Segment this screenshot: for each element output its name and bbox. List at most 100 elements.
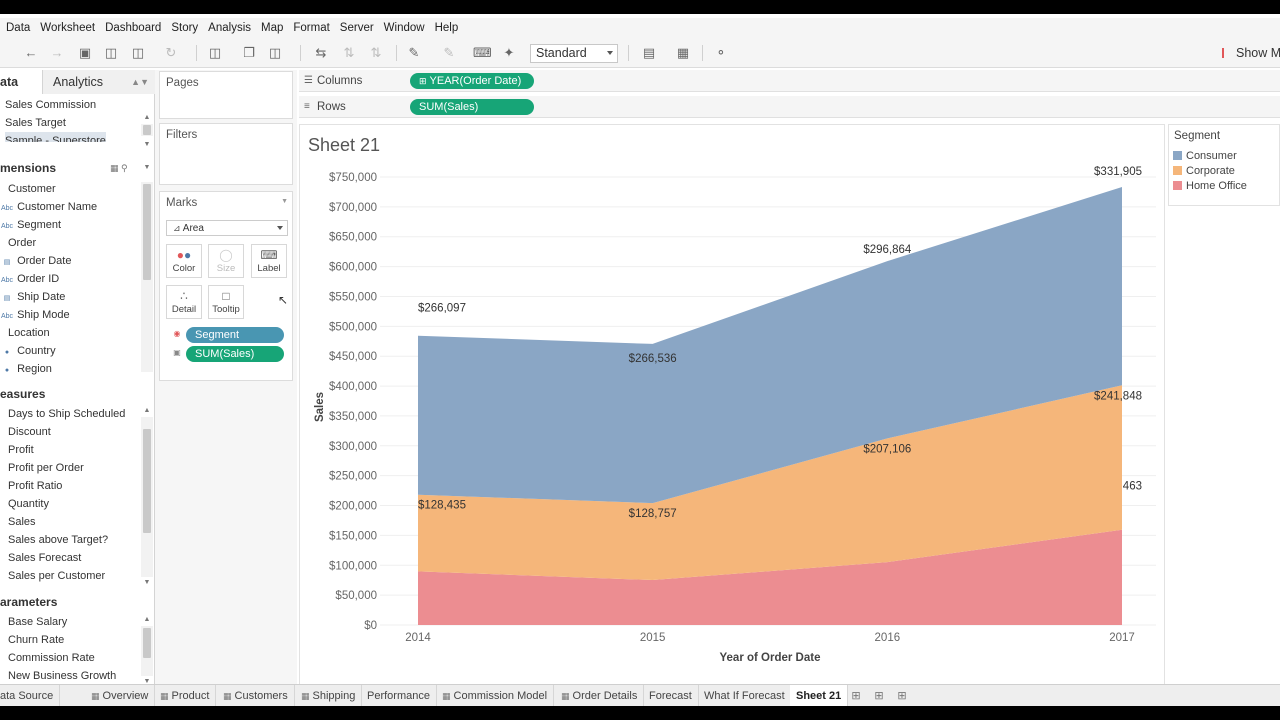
tab-what-if-forecast[interactable]: What If Forecast — [698, 685, 792, 706]
dimension-folder[interactable]: Customer — [8, 183, 56, 195]
legend-item-home-office[interactable]: Home Office — [1173, 179, 1247, 193]
dimension-field[interactable]: ▤ Order Date — [0, 252, 72, 270]
show-cards-icon[interactable]: ▤ — [642, 45, 656, 60]
dimension-field[interactable]: Abc Customer Name — [0, 198, 97, 216]
new-story-tab-icon[interactable]: ⊞ — [897, 690, 907, 702]
pause-updates-icon[interactable]: ◫ — [131, 45, 145, 60]
measures-scrollbar[interactable] — [141, 417, 153, 577]
tab-order-details[interactable]: ▦ Order Details — [555, 685, 645, 706]
measure-field[interactable]: Sales Forecast — [8, 552, 82, 564]
dimension-folder[interactable]: Order — [8, 237, 37, 249]
dimension-field[interactable]: Abc Ship Mode — [0, 306, 70, 324]
filters-card[interactable]: Filters — [159, 123, 293, 185]
dimension-field[interactable]: ● Country — [0, 342, 56, 360]
new-dashboard-tab-icon[interactable]: ⊞ — [874, 690, 884, 702]
color-button[interactable]: ●● Color — [166, 244, 202, 278]
tab-analytics[interactable]: Analytics ▲▼ — [42, 70, 155, 94]
segment-pill[interactable]: Segment — [186, 327, 284, 343]
show-me-button[interactable]: Show M — [1222, 44, 1280, 62]
expand-plus-icon[interactable]: ⊞ — [419, 76, 427, 86]
pages-card[interactable]: Pages — [159, 71, 293, 119]
measure-field[interactable]: Discount — [8, 426, 51, 438]
menu-window[interactable]: Window — [383, 22, 425, 34]
menu-format[interactable]: Format — [293, 22, 330, 34]
menu-help[interactable]: Help — [434, 22, 459, 34]
tab-product[interactable]: ▦ Product — [154, 685, 217, 706]
tab-overview[interactable]: ▦ Overview — [85, 685, 156, 706]
dimension-field[interactable]: Abc Order ID — [0, 270, 59, 288]
size-button[interactable]: ◯ Size — [208, 244, 244, 278]
scrollbar-thumb[interactable] — [143, 628, 151, 658]
tab-forecast[interactable]: Forecast — [643, 685, 699, 706]
legend-item-consumer[interactable]: Consumer — [1173, 149, 1237, 163]
scrollbar-thumb[interactable] — [143, 184, 151, 280]
parameter-field[interactable]: Churn Rate — [8, 634, 65, 646]
menu-worksheet[interactable]: Worksheet — [40, 22, 96, 34]
highlight-icon[interactable]: ✎ — [408, 45, 420, 60]
mark-type-dropdown[interactable]: ⊿ Area — [166, 220, 288, 236]
measure-field[interactable]: Sales — [8, 516, 36, 528]
data-source-item[interactable]: Sales Commission — [5, 99, 97, 111]
sort-descending-icon[interactable]: ⇅ — [370, 45, 382, 60]
show-mark-labels-icon[interactable]: ⌨ — [473, 45, 492, 60]
forward-arrow-icon[interactable]: → — [50, 45, 64, 60]
data-source-item[interactable]: Sales Target — [5, 117, 66, 129]
scroll-up-icon[interactable]: ▲ — [143, 616, 151, 623]
sum-sales-rows-pill[interactable]: SUM(Sales) — [410, 99, 534, 115]
scroll-down-icon[interactable]: ▼ — [143, 579, 151, 586]
sheet-title[interactable]: Sheet 21 — [308, 135, 381, 155]
area-home-office[interactable] — [418, 529, 1122, 625]
tab-data[interactable]: ata — [0, 70, 42, 94]
new-data-source-icon[interactable]: ◫ — [104, 45, 118, 60]
fix-axes-icon[interactable]: ✦ — [503, 45, 515, 60]
refresh-icon[interactable]: ↻ — [165, 45, 177, 60]
scroll-up-icon[interactable]: ▲ — [143, 114, 151, 121]
marks-card-menu-icon[interactable]: ▼ — [281, 198, 288, 205]
label-button[interactable]: ⌨ Label — [251, 244, 287, 278]
menu-analysis[interactable]: Analysis — [208, 22, 251, 34]
dimension-field[interactable]: Abc Segment — [0, 216, 61, 234]
measure-field[interactable]: Profit — [8, 444, 34, 456]
sort-ascending-icon[interactable]: ⇅ — [343, 45, 355, 60]
sum-sales-pill[interactable]: SUM(Sales) — [186, 346, 284, 362]
parameter-field[interactable]: New Business Growth — [8, 670, 117, 682]
tab-shipping[interactable]: ▦ Shipping — [295, 685, 363, 706]
swap-rows-columns-icon[interactable]: ⇆ — [315, 45, 327, 60]
measure-field[interactable]: Profit Ratio — [8, 480, 63, 492]
new-worksheet-icon[interactable]: ◫ — [208, 45, 222, 60]
duplicate-sheet-icon[interactable]: ❐ — [243, 45, 255, 60]
dimension-folder[interactable]: Location — [8, 327, 50, 339]
year-order-date-pill[interactable]: ⊞ YEAR(Order Date) — [410, 73, 534, 89]
fit-dropdown[interactable]: Standard — [530, 44, 618, 63]
parameter-field[interactable]: Commission Rate — [8, 652, 95, 664]
menu-map[interactable]: Map — [261, 22, 284, 34]
tab-data-source[interactable]: ata Source — [0, 685, 61, 706]
dimension-field[interactable]: ▤ Ship Date — [0, 288, 66, 306]
back-arrow-icon[interactable]: ← — [24, 45, 38, 60]
menu-server[interactable]: Server — [339, 22, 374, 34]
area-corporate[interactable] — [418, 385, 1122, 581]
dimension-field[interactable]: ● Region — [0, 360, 52, 378]
tooltip-button[interactable]: □ Tooltip — [208, 285, 244, 319]
share-icon[interactable]: ⚬ — [715, 45, 727, 60]
scroll-down-icon[interactable]: ▼ — [143, 141, 151, 148]
scroll-up-icon[interactable]: ▲ — [143, 407, 151, 414]
tab-customers[interactable]: ▦ Customers — [217, 685, 295, 706]
measure-field[interactable]: Quantity — [8, 498, 49, 510]
dimensions-menu-icon[interactable]: ▼ — [143, 164, 151, 171]
detail-button[interactable]: ∴ Detail — [166, 285, 202, 319]
data-source-item-selected[interactable]: Sample - Superstore — [5, 132, 106, 142]
parameters-scrollbar[interactable] — [141, 626, 153, 676]
measure-field[interactable]: Sales per Customer — [8, 570, 106, 582]
presentation-mode-icon[interactable]: ▦ — [676, 45, 690, 60]
group-members-icon[interactable]: ✎ — [443, 45, 455, 60]
scrollbar-thumb[interactable] — [143, 429, 151, 533]
color-legend[interactable]: Segment Consumer Corporate Home Office — [1168, 124, 1280, 206]
area-chart[interactable]: $0 $50,000 $100,000 $150,000 $200,000 $250,00… — [300, 125, 1166, 687]
dimension-tools-icon[interactable]: ▦ ⚲ — [110, 163, 128, 173]
dimensions-scrollbar[interactable] — [141, 182, 153, 372]
tab-sheet-21[interactable]: Sheet 21 — [790, 685, 849, 706]
legend-item-corporate[interactable]: Corporate — [1173, 164, 1235, 178]
scroll-down-icon[interactable]: ▼ — [143, 678, 151, 685]
tab-performance[interactable]: Performance — [361, 685, 437, 706]
